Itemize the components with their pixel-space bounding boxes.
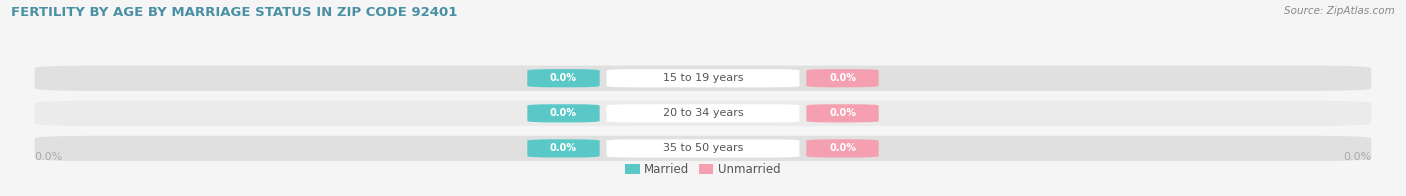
- Text: 15 to 19 years: 15 to 19 years: [662, 73, 744, 83]
- Text: 0.0%: 0.0%: [550, 143, 576, 153]
- FancyBboxPatch shape: [606, 69, 800, 87]
- FancyBboxPatch shape: [35, 101, 1371, 126]
- Text: 20 to 34 years: 20 to 34 years: [662, 108, 744, 118]
- FancyBboxPatch shape: [527, 69, 599, 87]
- FancyBboxPatch shape: [527, 139, 599, 158]
- FancyBboxPatch shape: [35, 136, 1371, 161]
- Text: 0.0%: 0.0%: [550, 108, 576, 118]
- Text: 0.0%: 0.0%: [830, 143, 856, 153]
- FancyBboxPatch shape: [527, 104, 599, 122]
- FancyBboxPatch shape: [807, 104, 879, 122]
- Text: 0.0%: 0.0%: [550, 73, 576, 83]
- Text: 0.0%: 0.0%: [830, 108, 856, 118]
- FancyBboxPatch shape: [606, 104, 800, 122]
- FancyBboxPatch shape: [35, 66, 1371, 91]
- FancyBboxPatch shape: [807, 139, 879, 158]
- FancyBboxPatch shape: [807, 69, 879, 87]
- Text: FERTILITY BY AGE BY MARRIAGE STATUS IN ZIP CODE 92401: FERTILITY BY AGE BY MARRIAGE STATUS IN Z…: [11, 6, 457, 19]
- Text: Source: ZipAtlas.com: Source: ZipAtlas.com: [1284, 6, 1395, 16]
- Text: 35 to 50 years: 35 to 50 years: [662, 143, 744, 153]
- Text: 0.0%: 0.0%: [1343, 152, 1371, 162]
- Text: 0.0%: 0.0%: [830, 73, 856, 83]
- FancyBboxPatch shape: [606, 139, 800, 158]
- Legend: Married, Unmarried: Married, Unmarried: [626, 163, 780, 176]
- Text: 0.0%: 0.0%: [35, 152, 63, 162]
